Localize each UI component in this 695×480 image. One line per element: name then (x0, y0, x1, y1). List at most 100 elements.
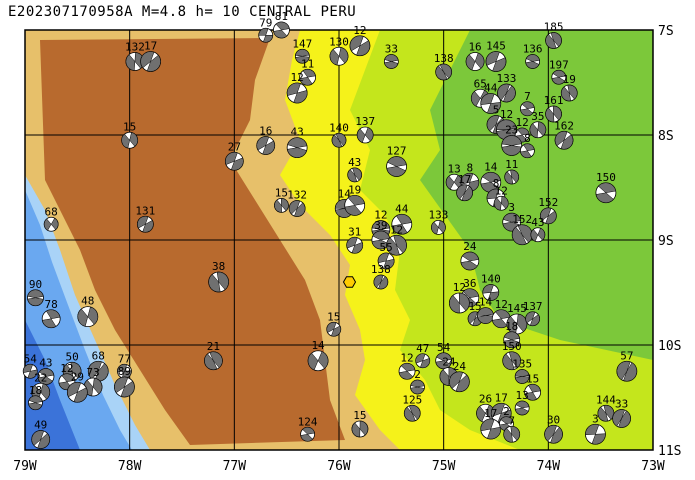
depth-label: 12 (374, 209, 387, 222)
depth-label: 130 (329, 35, 349, 48)
focal-mechanism: 11 (504, 158, 520, 185)
highland-brown (40, 38, 345, 445)
depth-label: 140 (481, 273, 501, 286)
beachball-quadrant (603, 405, 615, 420)
beachball-quadrant (503, 339, 520, 348)
beachball-quadrant (476, 406, 486, 422)
beachball-quadrant (537, 227, 546, 241)
beachball-quadrant (524, 391, 538, 401)
beachball-quadrant (552, 105, 562, 121)
beachball-quadrant (515, 400, 530, 409)
focal-mechanism: 43 (347, 156, 363, 183)
beachball-quadrant (485, 51, 500, 66)
focal-mechanism: 124 (298, 415, 318, 442)
beachball-quadrant (435, 65, 448, 81)
beachball-quadrant (329, 49, 340, 66)
focal-mechanism: 19 (560, 73, 578, 102)
beachball-quadrant (31, 430, 45, 446)
beachball-quadrant (70, 362, 82, 379)
depth-label: 30 (547, 413, 560, 426)
beachball-quadrant (458, 292, 470, 312)
depth-label: 145 (486, 40, 506, 53)
beachball-quadrant (275, 21, 290, 31)
focal-mechanism: 127 (386, 145, 407, 177)
beachball-quadrant (462, 251, 479, 262)
beachball-quadrant (455, 374, 470, 392)
focal-mechanism: 18 (28, 384, 43, 411)
depth-label: 144 (596, 393, 616, 406)
focal-mechanism: 90 (27, 278, 44, 307)
focal-mechanism: 27 (224, 140, 244, 171)
beachball-quadrant (493, 197, 502, 211)
beachball-quadrant (23, 364, 33, 374)
depth-label: 65 (474, 77, 487, 90)
beachball-quadrant (209, 351, 223, 368)
epicenter-marker (342, 276, 357, 288)
beachball-quadrant (540, 207, 552, 222)
depth-label: 3 (508, 201, 515, 214)
depth-label: 39 (374, 219, 387, 232)
depth-label: 8 (524, 132, 531, 145)
focal-mechanism: 68 (43, 205, 59, 232)
depth-label: 12 (390, 223, 403, 236)
depth-label: 14 (484, 160, 498, 173)
beachball-quadrant (410, 386, 425, 395)
depth-label: 147 (292, 37, 312, 50)
depth-label: 12 (495, 184, 508, 197)
focal-mechanism: 43 (37, 357, 55, 385)
focal-mechanism: 14 (477, 296, 494, 325)
depth-label: 12 (353, 24, 366, 37)
beachball-quadrant (623, 362, 638, 382)
beachball-quadrant (504, 171, 514, 185)
beachball-quadrant (262, 140, 275, 155)
focal-mechanism: 16 (465, 41, 485, 71)
beachball-quadrant (137, 216, 149, 229)
beachball-quadrant (544, 425, 557, 442)
beachball-quadrant (460, 173, 474, 185)
beachball-quadrant (496, 119, 517, 131)
depth-label: 81 (275, 10, 288, 23)
beachball-quadrant (274, 199, 282, 213)
beachball-quadrant (359, 420, 369, 436)
depth-label: 55 (379, 241, 392, 254)
focal-mechanism: 39 (371, 219, 391, 250)
depth-label: 78 (45, 298, 58, 311)
beachball-quadrant (550, 32, 562, 47)
depth-label: 19 (348, 183, 361, 196)
depth-label: 133 (497, 72, 517, 85)
depth-label: 57 (620, 349, 633, 362)
depth-label: 14 (311, 339, 325, 352)
beachball-quadrant (525, 311, 536, 324)
beachball-quadrant (487, 102, 501, 114)
focal-mechanism: 24 (460, 240, 480, 271)
beachball-quadrant (387, 156, 407, 167)
depth-label: 24 (463, 240, 477, 253)
beachball-quadrant (28, 395, 43, 404)
beachball-quadrant (618, 410, 631, 428)
focal-mechanism: 81 (273, 10, 290, 39)
depth-label: 68 (92, 349, 105, 362)
depth-label: 145 (507, 302, 527, 315)
beachball-quadrant (146, 54, 161, 72)
depth-label: 17 (144, 40, 157, 53)
depth-label: 2 (503, 405, 510, 418)
beachball-quadrant (326, 322, 337, 333)
depth-label: 16 (468, 41, 481, 54)
latitude-label: 8S (658, 129, 674, 144)
beachball-quadrant (431, 221, 439, 235)
depth-label: 90 (29, 278, 42, 291)
depth-label: 31 (348, 225, 361, 238)
focal-mechanism: 47 (415, 342, 431, 369)
focal-mechanism: 145 (506, 302, 528, 335)
focal-mechanism: 138 (371, 263, 391, 290)
beachball-quadrant (486, 115, 500, 132)
latitude-label: 7S (658, 24, 674, 39)
depth-label: 135 (512, 358, 532, 371)
longitude-label: 76W (327, 459, 351, 474)
beachball-quadrant (125, 54, 136, 71)
depth-label: 24 (453, 360, 467, 373)
focal-mechanism: 15 (274, 186, 289, 213)
beachball-quadrant (92, 377, 103, 395)
beachball-quadrant (482, 172, 501, 183)
depth-label: 12 (495, 298, 508, 311)
